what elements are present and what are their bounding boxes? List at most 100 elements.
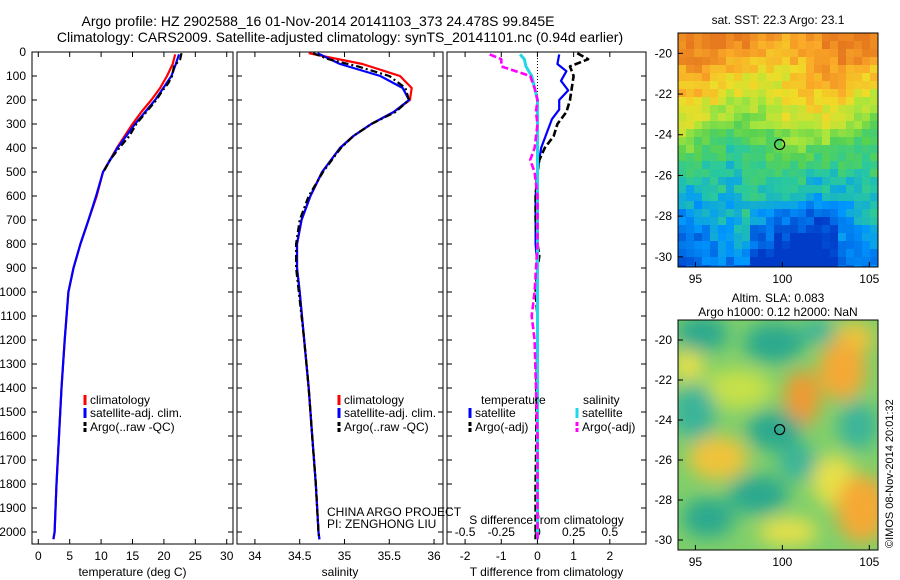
sst-cell [790, 233, 798, 241]
sst-cell [846, 81, 854, 89]
y-tick-label: 100 [6, 69, 26, 83]
sst-cell [710, 185, 718, 193]
sst-cell [798, 73, 806, 81]
sst-cell [854, 265, 862, 267]
sst-cell [830, 241, 838, 249]
sst-cell [734, 113, 742, 121]
sst-cell [862, 81, 870, 89]
sst-cell [686, 209, 694, 217]
sst-cell [846, 185, 854, 193]
sst-cell [678, 161, 686, 169]
sst-cell [790, 241, 798, 249]
sst-cell [862, 257, 870, 265]
sst-cell [870, 33, 878, 41]
sst-cell [694, 201, 702, 209]
sst-cell [838, 241, 846, 249]
sst-cell [686, 161, 694, 169]
y-tick-label: -22 [655, 87, 673, 101]
sst-cell [758, 97, 766, 105]
sst-cell [694, 265, 702, 267]
sst-cell [790, 121, 798, 129]
sst-cell [838, 177, 846, 185]
sst-cell [726, 145, 734, 153]
sst-cell [822, 257, 830, 265]
sst-cell [790, 129, 798, 137]
sst-cell [710, 81, 718, 89]
y-tick-label: 1900 [0, 501, 26, 515]
y-tick-label: -20 [655, 46, 673, 60]
sst-cell [742, 57, 750, 65]
sst-cell [694, 57, 702, 65]
sst-cell [814, 249, 822, 257]
sst-cell [766, 177, 774, 185]
sst-cell [758, 33, 766, 41]
sst-cell [838, 57, 846, 65]
sst-cell [678, 185, 686, 193]
sst-cell [854, 33, 862, 41]
sst-cell [726, 185, 734, 193]
sst-cell [798, 193, 806, 201]
sst-cell [830, 145, 838, 153]
sst-cell [782, 257, 790, 265]
sst-cell [678, 57, 686, 65]
sst-cell [806, 177, 814, 185]
sst-cell [758, 257, 766, 265]
sst-cell [734, 265, 742, 267]
sst-cell [766, 113, 774, 121]
sst-cell [774, 185, 782, 193]
sst-cell [686, 65, 694, 73]
sst-cell [798, 41, 806, 49]
sst-cell [710, 153, 718, 161]
sst-cell [838, 153, 846, 161]
sst-cell [774, 137, 782, 145]
sst-cell [854, 121, 862, 129]
sst-cell [814, 113, 822, 121]
sst-cell [678, 105, 686, 113]
sst-cell [854, 185, 862, 193]
sst-cell [870, 105, 878, 113]
sst-cell [806, 73, 814, 81]
sst-cell [790, 81, 798, 89]
y-tick-label: 1300 [0, 357, 26, 371]
sst-cell [734, 129, 742, 137]
sst-cell [718, 249, 726, 257]
sst-cell [822, 177, 830, 185]
sst-cell [814, 49, 822, 57]
sst-cell [694, 185, 702, 193]
sst-cell [870, 73, 878, 81]
sst-cell [726, 177, 734, 185]
sst-cell [830, 105, 838, 113]
y-tick-label: -24 [655, 128, 673, 142]
sst-cell [694, 33, 702, 41]
sst-cell [862, 169, 870, 177]
sst-cell [750, 145, 758, 153]
sst-cell [718, 217, 726, 225]
sst-cell [838, 81, 846, 89]
argo-position-marker [774, 423, 786, 436]
sst-cell [830, 209, 838, 217]
x-tick-label: 10 [94, 549, 108, 563]
sst-cell [694, 105, 702, 113]
sst-cell [726, 169, 734, 177]
sst-cell [742, 137, 750, 145]
credit-project: CHINA ARGO PROJECT [327, 505, 462, 519]
sst-cell [734, 193, 742, 201]
sst-cell [766, 209, 774, 217]
sst-cell [798, 33, 806, 41]
sst-cell [870, 209, 878, 217]
sst-cell [734, 89, 742, 97]
sst-cell [694, 121, 702, 129]
sst-cell [718, 81, 726, 89]
sst-cell [678, 169, 686, 177]
sst-cell [718, 49, 726, 57]
sst-cell [790, 249, 798, 257]
sst-cell [686, 185, 694, 193]
sst-cell [758, 121, 766, 129]
sst-cell [686, 233, 694, 241]
sst-cell [758, 169, 766, 177]
sst-cell [726, 201, 734, 209]
sst-cell [750, 177, 758, 185]
sst-cell [766, 193, 774, 201]
sst-cell [718, 41, 726, 49]
sst-cell [846, 201, 854, 209]
